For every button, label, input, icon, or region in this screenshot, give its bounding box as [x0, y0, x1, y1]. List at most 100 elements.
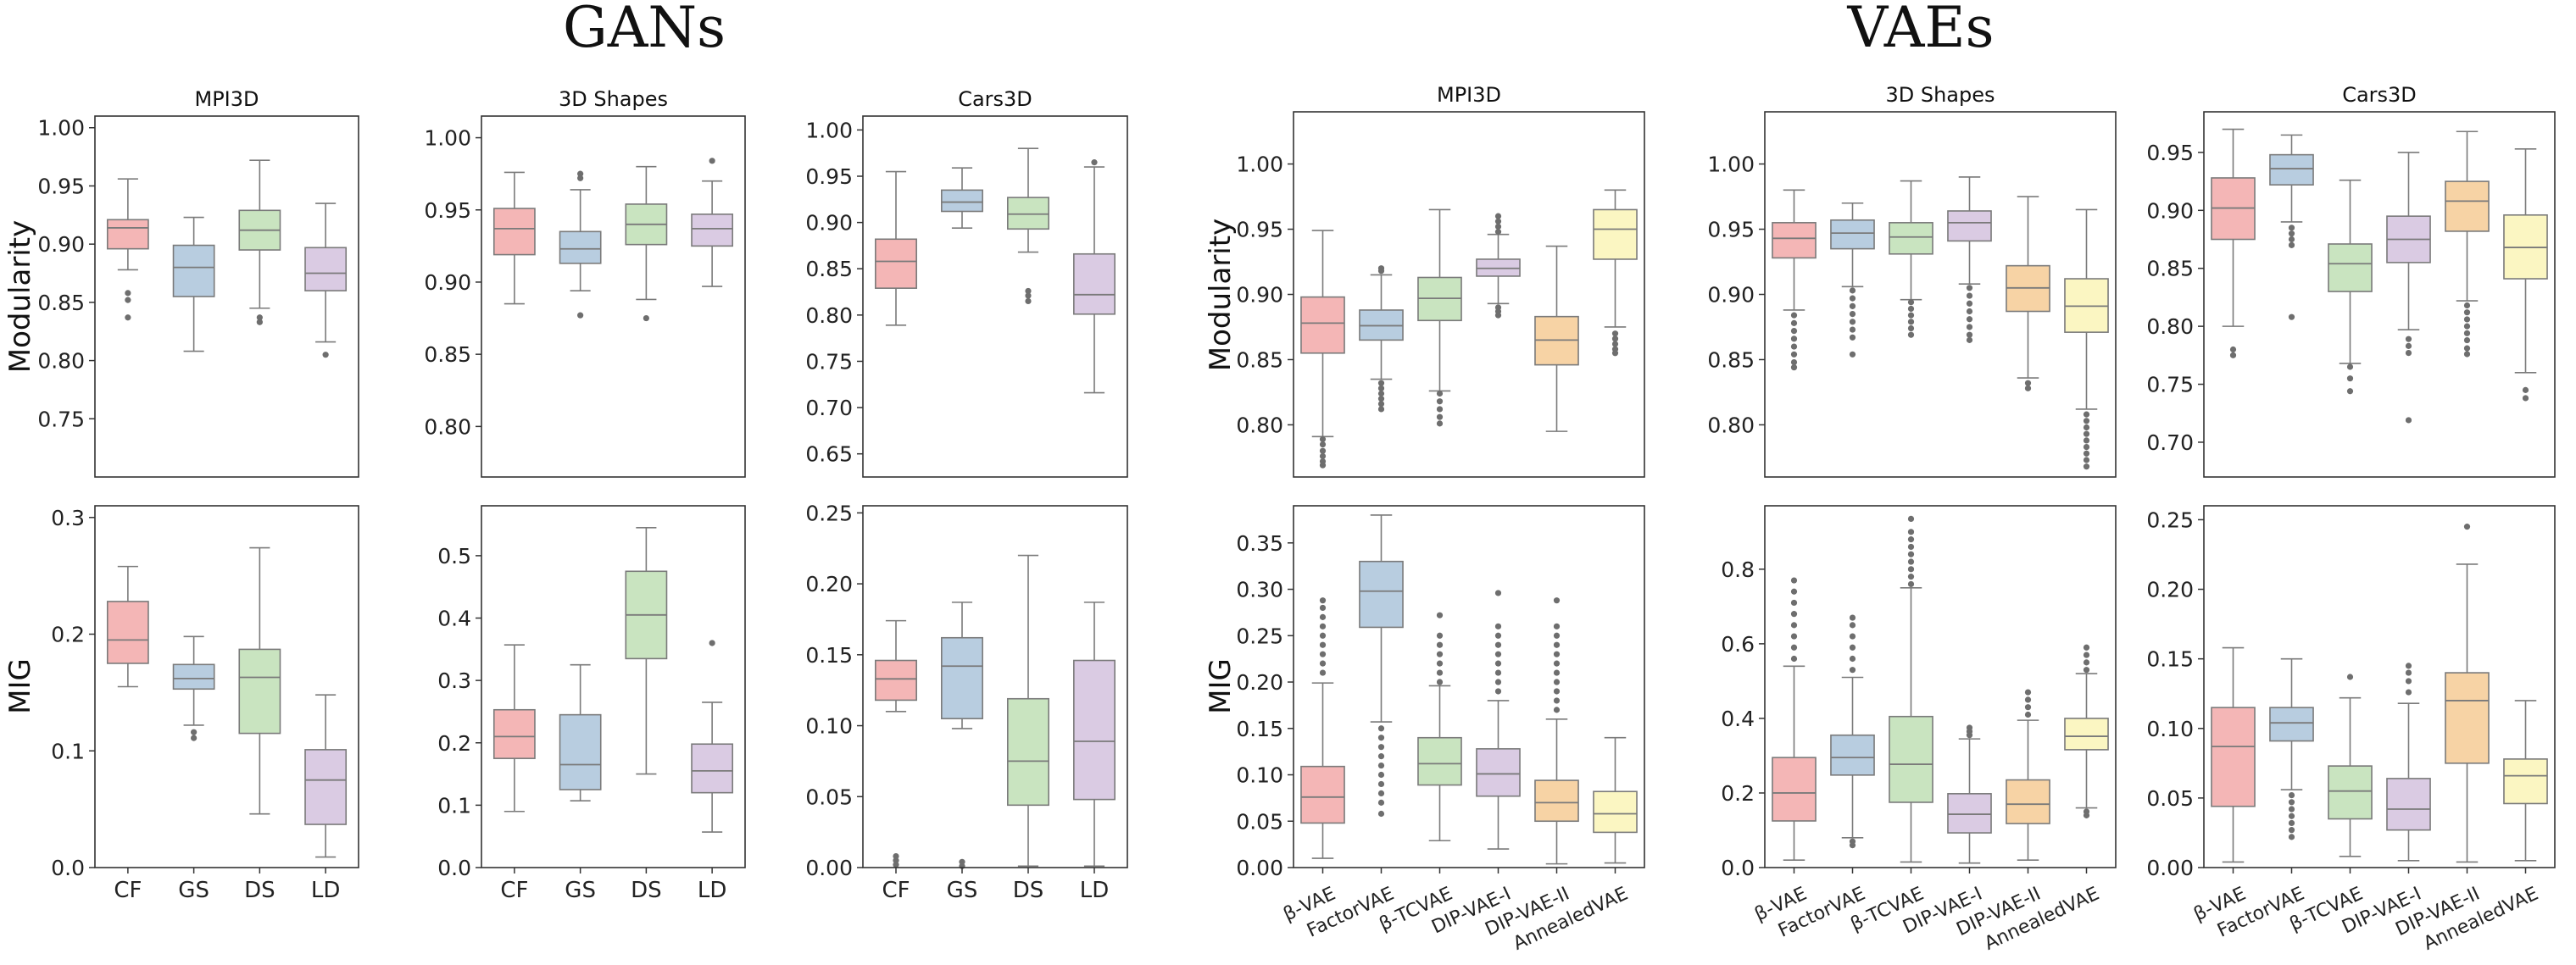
- box-CF: [106, 178, 149, 321]
- outlier-point: [1611, 336, 1619, 342]
- outlier-point: [2024, 385, 2032, 391]
- box-GS: [941, 602, 983, 869]
- y-tick-label: 0.6: [1721, 632, 1755, 657]
- outlier-point: [2288, 230, 2295, 237]
- box-DS: [238, 159, 281, 325]
- outlier-point: [1907, 551, 1915, 557]
- outlier-point: [1494, 223, 1502, 230]
- outlier-point: [1436, 632, 1444, 639]
- outlier-point: [1025, 292, 1032, 299]
- outlier-point: [1790, 328, 1798, 335]
- box-FactorVAE: [1359, 514, 1404, 818]
- y-tick-label: 0.90: [2146, 198, 2194, 223]
- y-tick-label: 0.75: [2146, 373, 2194, 397]
- plot-frame: [1764, 505, 2117, 868]
- vaes-group-title: VAEs: [1847, 0, 1995, 60]
- outlier-point: [125, 297, 131, 303]
- box-DIP-VAE-II: [2445, 130, 2490, 358]
- outlier-point: [1553, 688, 1561, 695]
- iqr-box: [106, 219, 149, 250]
- outlier-point: [2346, 674, 2354, 680]
- box-AnnealedVAE: [1593, 736, 1638, 864]
- outlier-point: [1436, 679, 1444, 685]
- y-tick-label: 0.20: [2146, 578, 2194, 602]
- outlier-point: [2083, 812, 2090, 818]
- ylabel-mig-vaes: MIG: [1204, 658, 1238, 714]
- outlier-point: [2083, 437, 2090, 444]
- outlier-point: [2346, 388, 2354, 395]
- y-tick-label: 0.70: [2146, 430, 2194, 455]
- box-LD: [691, 158, 734, 287]
- y-tick-label: 0.3: [51, 506, 85, 530]
- outlier-point: [709, 158, 715, 164]
- iqr-box: [2006, 779, 2050, 824]
- outlier-point: [1494, 651, 1502, 657]
- panel-vaes-mpi3d-modularity: MPI3D 0.80 0.85 0.90 0.95 1.00: [1236, 83, 1645, 478]
- outlier-point: [1790, 611, 1798, 618]
- outlier-point: [1377, 406, 1385, 413]
- box-LD: [304, 202, 348, 358]
- outlier-point: [1319, 452, 1327, 459]
- outlier-point: [1436, 612, 1444, 618]
- panel-gans-cars3d-mig: 0.00 0.05 0.10 0.15 0.20 0.25 CF GS DS LD: [805, 501, 1128, 903]
- outlier-point: [1907, 312, 1915, 319]
- panel-title: MPI3D: [194, 87, 259, 111]
- plot-frame: [481, 505, 746, 868]
- outlier-point: [1966, 724, 1973, 731]
- outlier-point: [2463, 345, 2471, 352]
- y-tick-label: 0.20: [1236, 670, 1283, 695]
- outlier-point: [2463, 302, 2471, 309]
- iqr-box: [172, 244, 215, 297]
- outlier-point: [2463, 351, 2471, 358]
- box-GS: [172, 635, 215, 741]
- x-tick-label: DS: [631, 878, 662, 903]
- outlier-point: [2083, 667, 2090, 674]
- outlier-point: [1436, 390, 1444, 397]
- outlier-point: [2083, 443, 2090, 451]
- x-tick-label: LD: [1080, 878, 1110, 903]
- panel-gans-mpi3d-mig: 0.0 0.1 0.2 0.3 CF GS DS LD: [51, 505, 359, 903]
- outlier-point: [2288, 241, 2295, 248]
- box-DS: [1007, 554, 1049, 868]
- outlier-point: [2288, 313, 2295, 320]
- plot-frame: [1293, 111, 1645, 478]
- box-β-VAE: [2211, 646, 2256, 863]
- outlier-point: [1319, 447, 1327, 454]
- outlier-point: [1611, 350, 1619, 357]
- box-β-TCVAE: [1417, 208, 1462, 427]
- outlier-point: [1553, 660, 1561, 667]
- box-β-VAE: [1300, 597, 1345, 859]
- x-tick-label: CF: [500, 878, 528, 903]
- outlier-point: [2288, 799, 2295, 806]
- x-tick-label: DS: [1013, 878, 1044, 903]
- outlier-point: [1377, 810, 1385, 818]
- outlier-point: [1611, 341, 1619, 347]
- y-tick-label: 0.70: [805, 396, 853, 420]
- outlier-point: [2288, 236, 2295, 243]
- outlier-point: [1494, 218, 1502, 225]
- iqr-box: [875, 238, 917, 289]
- y-tick-label: 0.15: [2146, 647, 2194, 672]
- iqr-box: [1889, 222, 1933, 255]
- box-DS: [1007, 147, 1049, 305]
- box-DIP-VAE-I: [1476, 213, 1521, 319]
- outlier-point: [1790, 577, 1798, 584]
- x-tick-label: CF: [114, 878, 142, 903]
- outlier-point: [2405, 663, 2412, 669]
- y-tick-label: 0.05: [2146, 786, 2194, 811]
- panel-title: 3D Shapes: [559, 87, 668, 111]
- box-LD: [691, 640, 734, 833]
- plot-frame: [1764, 111, 2117, 478]
- outlier-point: [125, 314, 131, 321]
- y-tick-label: 0.95: [37, 174, 85, 198]
- box-β-VAE: [2211, 128, 2256, 358]
- outlier-point: [1494, 213, 1502, 219]
- y-tick-label: 0.30: [1236, 578, 1283, 602]
- box-β-TCVAE: [2328, 674, 2373, 857]
- outlier-point: [1611, 330, 1619, 337]
- box-DIP-VAE-II: [1534, 597, 1579, 865]
- panel-vaes-3d-shapes-mig: 0.00.20.40.60.8β-VAEFactorVAEβ-TCVAEDIP-…: [1721, 505, 2117, 955]
- outlier-point: [1319, 435, 1327, 442]
- box-LD: [304, 694, 348, 858]
- iqr-box: [238, 648, 281, 735]
